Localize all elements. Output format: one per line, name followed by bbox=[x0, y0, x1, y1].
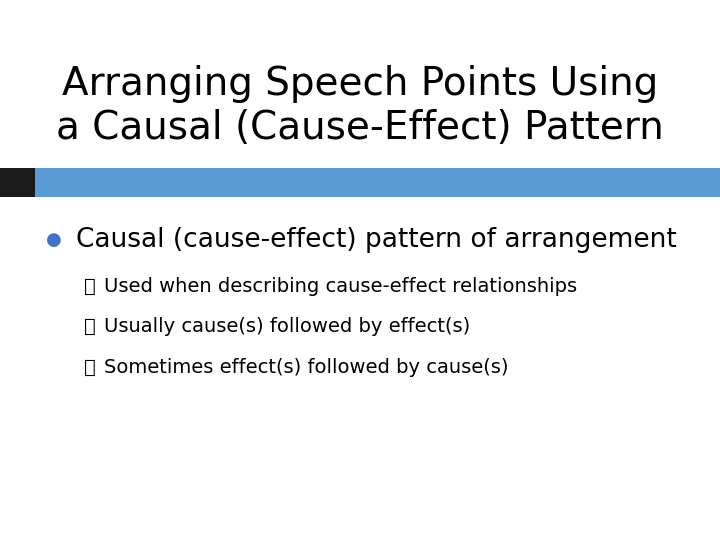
Text: Usually cause(s) followed by effect(s): Usually cause(s) followed by effect(s) bbox=[104, 317, 471, 336]
Text: Arranging Speech Points Using
a Causal (Cause-Effect) Pattern: Arranging Speech Points Using a Causal (… bbox=[56, 65, 664, 147]
Text: Sometimes effect(s) followed by cause(s): Sometimes effect(s) followed by cause(s) bbox=[104, 357, 509, 377]
Text: Ⓞ: Ⓞ bbox=[84, 317, 96, 336]
Text: Ⓞ: Ⓞ bbox=[84, 357, 96, 377]
Text: Ⓞ: Ⓞ bbox=[84, 276, 96, 296]
Text: ●: ● bbox=[46, 231, 62, 249]
Text: Causal (cause-effect) pattern of arrangement: Causal (cause-effect) pattern of arrange… bbox=[76, 227, 676, 253]
Text: Used when describing cause-effect relationships: Used when describing cause-effect relati… bbox=[104, 276, 577, 296]
